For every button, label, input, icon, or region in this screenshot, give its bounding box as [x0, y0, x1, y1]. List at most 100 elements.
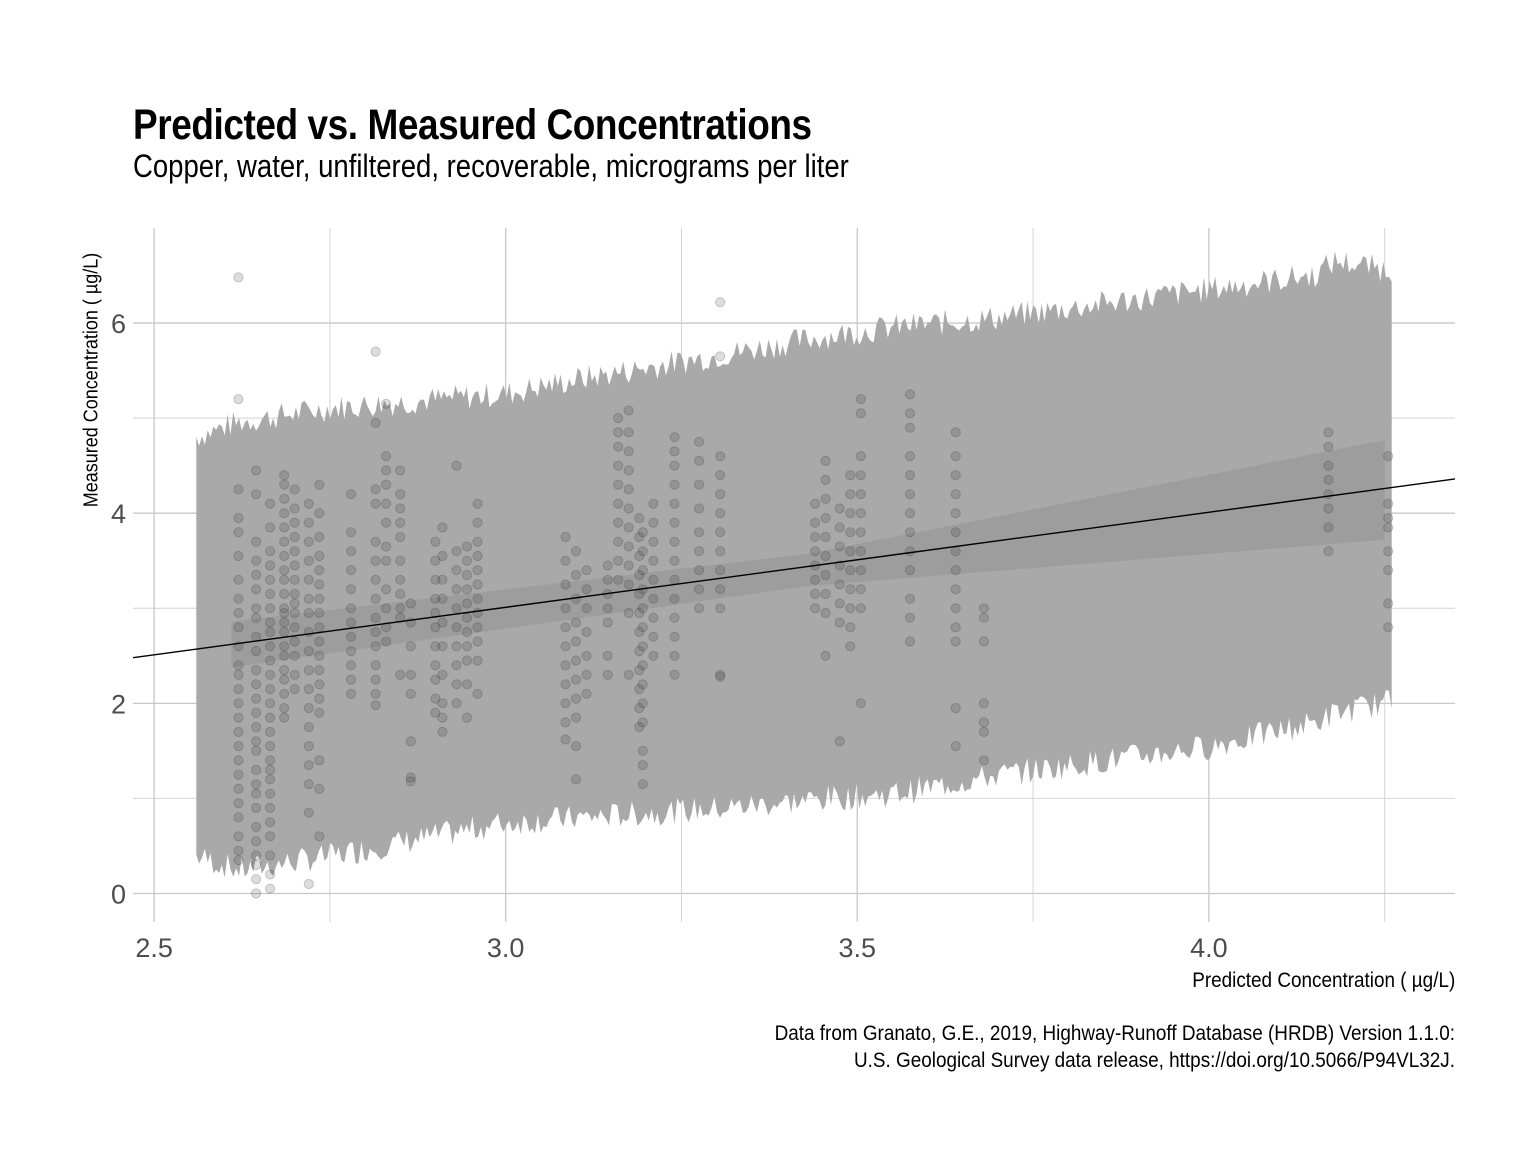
data-point: [623, 669, 634, 680]
data-point: [820, 569, 831, 581]
data-point: [405, 776, 416, 787]
data-point: [251, 888, 262, 899]
data-point: [648, 593, 659, 604]
data-point: [289, 588, 300, 600]
data-point: [669, 593, 680, 604]
data-point: [560, 698, 571, 709]
data-point: [581, 688, 592, 699]
data-point: [855, 508, 866, 519]
data-point: [251, 489, 262, 500]
data-point: [634, 646, 645, 657]
data-point: [345, 565, 357, 576]
data-point: [437, 669, 448, 680]
data-point: [265, 764, 276, 776]
data-point: [613, 441, 624, 452]
data-point: [637, 622, 648, 633]
data-point: [265, 617, 276, 628]
data-point: [233, 855, 244, 866]
data-point: [810, 603, 821, 614]
data-point: [451, 622, 462, 633]
data-point: [265, 522, 276, 533]
data-point: [265, 850, 276, 861]
data-point: [845, 546, 856, 557]
data-point: [251, 722, 262, 733]
data-point: [904, 470, 916, 481]
data-point: [251, 646, 262, 657]
data-point: [570, 741, 582, 752]
data-point: [303, 684, 314, 695]
data-point: [289, 684, 300, 695]
data-point: [395, 531, 406, 543]
data-point: [1323, 522, 1334, 533]
data-point: [648, 555, 659, 566]
data-point: [1383, 598, 1394, 609]
data-point: [669, 574, 680, 585]
data-point: [314, 707, 325, 718]
data-point: [1383, 546, 1394, 557]
data-point: [461, 712, 473, 723]
data-point: [810, 531, 821, 543]
data-point: [381, 622, 392, 633]
data-point: [279, 508, 290, 519]
x-tick-label: 3.0: [487, 933, 525, 963]
data-point: [405, 641, 416, 652]
data-point: [233, 798, 244, 809]
data-point: [265, 698, 276, 709]
data-point: [370, 660, 381, 671]
data-point: [265, 883, 276, 894]
data-point: [855, 698, 866, 709]
data-point: [560, 717, 571, 728]
data-point: [370, 641, 381, 652]
data-point: [451, 641, 462, 652]
data-point: [845, 584, 856, 595]
data-point: [381, 603, 392, 614]
data-point: [602, 617, 613, 628]
data-point: [289, 560, 300, 571]
data-point: [430, 674, 441, 685]
data-point: [279, 493, 290, 504]
data-point: [834, 579, 845, 590]
data-source-caption: Data from Granato, G.E., 2019, Highway-R…: [775, 1020, 1455, 1074]
data-point: [978, 698, 990, 709]
data-point: [904, 422, 916, 433]
data-point: [669, 479, 680, 490]
data-point: [289, 517, 300, 528]
data-point: [669, 498, 680, 509]
data-point: [623, 465, 634, 476]
data-point: [648, 517, 659, 528]
data-point: [289, 622, 300, 633]
data-point: [602, 650, 613, 661]
data-point: [694, 436, 705, 447]
data-point: [637, 660, 648, 671]
data-point: [461, 612, 473, 623]
data-point: [437, 641, 448, 652]
data-point: [430, 574, 441, 585]
data-point: [715, 351, 726, 362]
data-point: [648, 612, 659, 623]
data-point: [855, 546, 866, 557]
data-point: [613, 413, 624, 424]
data-point: [904, 389, 916, 400]
data-point: [950, 489, 961, 500]
data-point: [279, 550, 290, 562]
data-point: [451, 660, 462, 671]
data-point: [820, 455, 831, 466]
data-point: [279, 626, 290, 638]
data-point: [623, 522, 634, 533]
data-point: [820, 493, 831, 504]
data-point: [613, 574, 624, 585]
data-point: [430, 536, 441, 547]
data-point: [345, 584, 357, 595]
data-point: [1383, 498, 1394, 509]
data-point: [637, 745, 648, 757]
data-point: [314, 831, 325, 842]
data-point: [1383, 622, 1394, 633]
data-point: [395, 574, 406, 585]
prediction-interval: [196, 251, 1392, 878]
x-tick-label: 2.5: [135, 933, 173, 963]
data-point: [381, 398, 392, 409]
data-point: [694, 603, 705, 614]
data-point: [669, 536, 680, 547]
data-point: [461, 679, 473, 690]
data-point: [395, 465, 406, 476]
